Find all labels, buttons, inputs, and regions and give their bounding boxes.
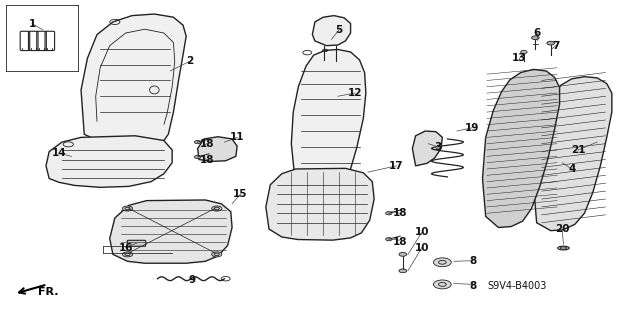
Circle shape: [433, 258, 451, 267]
Polygon shape: [81, 14, 186, 144]
Ellipse shape: [557, 246, 569, 250]
Text: 3: 3: [435, 142, 442, 152]
Circle shape: [399, 269, 406, 273]
Text: 18: 18: [199, 154, 214, 165]
Polygon shape: [312, 16, 351, 46]
Circle shape: [399, 252, 406, 256]
Text: FR.: FR.: [38, 287, 59, 297]
Text: 4: 4: [568, 164, 575, 174]
Circle shape: [195, 141, 201, 144]
Polygon shape: [412, 131, 442, 166]
Text: 13: 13: [512, 53, 527, 63]
Polygon shape: [534, 77, 612, 231]
Text: 8: 8: [469, 281, 477, 291]
Circle shape: [547, 41, 554, 45]
Text: 11: 11: [230, 132, 244, 142]
Text: 18: 18: [392, 208, 407, 218]
Text: 16: 16: [118, 243, 133, 253]
Text: 5: 5: [335, 25, 343, 35]
Circle shape: [433, 280, 451, 289]
Polygon shape: [46, 136, 172, 187]
Polygon shape: [198, 137, 237, 161]
Text: 20: 20: [555, 224, 570, 234]
Circle shape: [212, 252, 222, 257]
Circle shape: [212, 206, 222, 211]
Circle shape: [386, 212, 392, 215]
Circle shape: [122, 206, 132, 211]
Text: 9: 9: [189, 275, 196, 285]
Text: 7: 7: [552, 41, 559, 51]
Text: 1: 1: [28, 19, 36, 28]
Polygon shape: [291, 49, 366, 180]
Text: 19: 19: [465, 123, 479, 133]
Text: 6: 6: [533, 28, 540, 38]
Text: 10: 10: [415, 227, 429, 237]
Text: S9V4-B4003: S9V4-B4003: [488, 281, 547, 291]
Polygon shape: [483, 69, 559, 227]
Circle shape: [195, 155, 201, 159]
Text: 14: 14: [51, 148, 66, 158]
Text: 8: 8: [469, 256, 477, 266]
Circle shape: [386, 238, 392, 241]
Circle shape: [122, 252, 132, 257]
Text: 21: 21: [571, 145, 586, 155]
Text: 15: 15: [233, 189, 248, 199]
FancyBboxPatch shape: [127, 240, 146, 246]
Circle shape: [521, 50, 527, 54]
Polygon shape: [266, 168, 374, 240]
Text: 18: 18: [392, 237, 407, 247]
Text: 10: 10: [415, 243, 429, 253]
Text: 17: 17: [389, 161, 404, 171]
Text: 2: 2: [186, 56, 193, 66]
Polygon shape: [109, 200, 232, 263]
Circle shape: [532, 36, 540, 40]
Text: 12: 12: [348, 88, 362, 98]
Text: 18: 18: [199, 139, 214, 149]
